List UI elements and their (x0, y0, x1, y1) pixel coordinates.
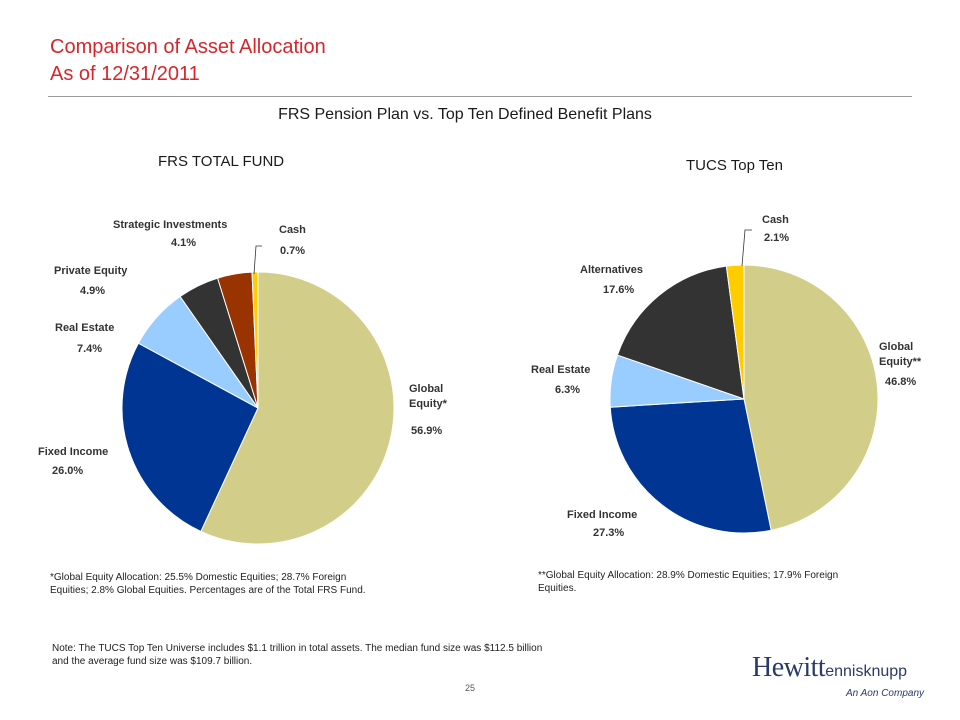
pie-value-strategic-investments: 4.1% (171, 237, 196, 249)
header-divider (48, 96, 912, 97)
hewitt-ennisknupp-logo: Hewittennisknupp (752, 652, 907, 684)
comparison-subtitle: FRS Pension Plan vs. Top Ten Defined Ben… (278, 106, 652, 123)
leader-line-cash (253, 245, 262, 275)
pie-label-global-equity: Global Equity** (879, 341, 922, 368)
pie-value-real-estate: 6.3% (555, 384, 580, 396)
logo-tagline: An Aon Company (846, 688, 925, 699)
pie-value-real-estate: 7.4% (77, 343, 102, 355)
pie-slice-fixed-income (121, 342, 259, 533)
pie-label-cash: Cash (762, 214, 789, 226)
pie-value-global-equity: 56.9% (411, 425, 442, 437)
tucs-footnote-line1: **Global Equity Allocation: 28.9% Domest… (538, 570, 839, 581)
pie-slice-fixed-income (609, 398, 772, 534)
pie-value-fixed-income: 26.0% (52, 465, 83, 477)
pie-label-fixed-income: Fixed Income (38, 446, 108, 458)
pie-label-real-estate: Real Estate (55, 322, 114, 334)
frs-footnote-line1: *Global Equity Allocation: 25.5% Domesti… (50, 572, 347, 583)
frs-footnote: *Global Equity Allocation: 25.5% Domesti… (50, 571, 480, 597)
logo-brand: Hewitt (752, 652, 826, 683)
pie-label-private-equity: Private Equity (54, 265, 128, 277)
pie-value-cash: 2.1% (764, 232, 789, 244)
universe-note-line2: and the average fund size was $109.7 bil… (52, 656, 253, 667)
pie-label-real-estate: Real Estate (531, 364, 590, 376)
universe-note: Note: The TUCS Top Ten Universe includes… (52, 642, 672, 668)
page-date: As of 12/31/2011 (50, 63, 200, 85)
pie-label-global-equity: Global Equity* (409, 383, 448, 410)
tucs-footnote: **Global Equity Allocation: 28.9% Domest… (538, 569, 918, 595)
leader-line-cash (741, 229, 752, 267)
pie-value-private-equity: 4.9% (80, 285, 105, 297)
pie-value-fixed-income: 27.3% (593, 527, 624, 539)
pie-slice-alternatives (616, 265, 745, 400)
pie-slice-cash (725, 264, 745, 400)
pie-value-alternatives: 17.6% (603, 284, 634, 296)
pie-label-strategic-investments: Strategic Investments (113, 219, 227, 231)
logo-brand-suffix: ennisknupp (825, 663, 908, 680)
frs-chart-title: FRS TOTAL FUND (158, 153, 285, 170)
universe-note-line1: Note: The TUCS Top Ten Universe includes… (52, 643, 543, 654)
tucs-chart-title: TUCS Top Ten (686, 157, 783, 174)
page-number: 25 (464, 683, 475, 693)
page-title: Comparison of Asset Allocation (50, 36, 326, 58)
pie-label-alternatives: Alternatives (580, 264, 643, 276)
pie-slice-global-equity (743, 264, 879, 531)
pie-slice-global-equity (200, 271, 395, 545)
pie-label-fixed-income: Fixed Income (567, 509, 637, 521)
pie-value-global-equity: 46.8% (885, 376, 916, 388)
pie-slice-cash (251, 271, 259, 409)
tucs-footnote-line2: Equities. (538, 583, 577, 594)
frs-footnote-line2: Equities; 2.8% Global Equities. Percenta… (50, 585, 366, 596)
pie-value-cash: 0.7% (280, 245, 305, 257)
pie-label-cash: Cash (279, 224, 306, 236)
